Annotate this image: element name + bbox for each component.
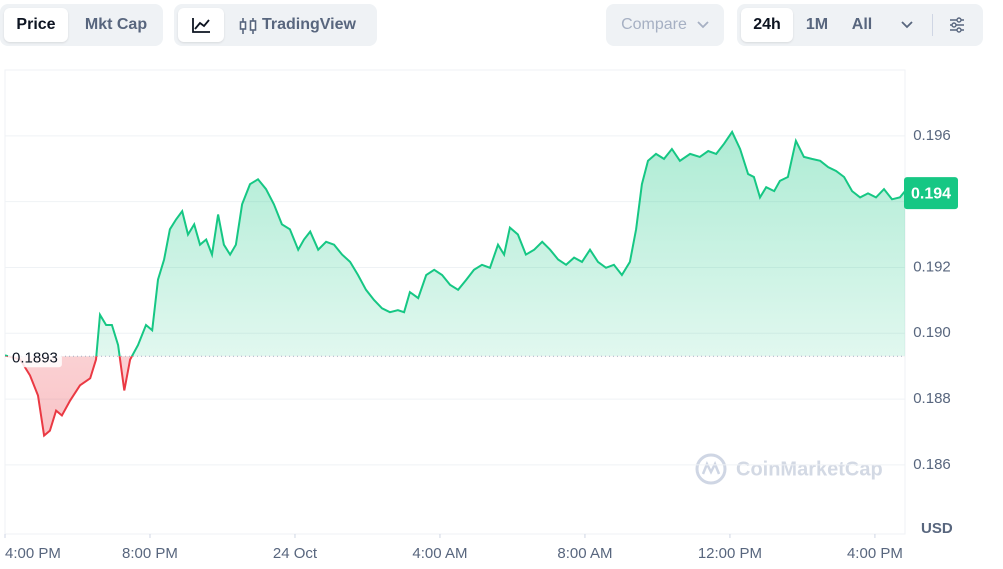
area-up (5, 131, 905, 357)
x-tick-label: 12:00 PM (698, 545, 762, 562)
line-icon (192, 18, 210, 33)
y-tick-label: 0.196 (913, 127, 951, 144)
x-tick-label: 4:00 PM (847, 545, 903, 562)
tab-tradingview[interactable]: TradingView (262, 16, 356, 33)
x-tick-label: 24 Oct (273, 545, 318, 562)
range-tabs: 24h 1M All (737, 4, 983, 46)
baseline-label-bg (8, 347, 62, 368)
compare[interactable]: Compare (606, 4, 724, 46)
range-chevron[interactable] (900, 18, 914, 32)
settings-icon[interactable] (948, 16, 966, 34)
y-tick-label: 0.190 (913, 324, 951, 341)
view-tabs: Price Mkt Cap (0, 4, 163, 46)
current-price-badge (904, 177, 958, 210)
y-tick-label: 0.192 (913, 258, 951, 275)
range-24h[interactable]: 24h (741, 8, 793, 42)
x-tick-label: 4:00 PM (5, 545, 61, 562)
watermark-text: CoinMarketCap (736, 458, 883, 480)
line-chart-tab[interactable] (178, 8, 224, 42)
x-tick-label: 8:00 PM (122, 545, 178, 562)
chart-tabs: TradingView (174, 4, 377, 46)
divider (932, 14, 933, 36)
tab-price[interactable]: Price (4, 8, 68, 42)
x-tick-label: 8:00 AM (557, 545, 612, 562)
compare-label: Compare (621, 16, 687, 33)
baseline-label: 0.1893 (12, 349, 58, 366)
range-1m[interactable]: 1M (805, 16, 829, 33)
tab-mkt-cap[interactable]: Mkt Cap (84, 16, 148, 33)
y-tick-label: 0.188 (913, 390, 951, 407)
chevron (697, 21, 709, 29)
y-unit: USD (921, 520, 953, 537)
candle-icon (239, 18, 257, 34)
current-price-label: 0.194 (911, 185, 951, 202)
x-tick-label: 4:00 AM (412, 545, 467, 562)
y-tick-label: 0.186 (913, 456, 951, 473)
range-all[interactable]: All (851, 16, 873, 33)
watermark: CoinMarketCap (695, 453, 883, 485)
price-line-up (5, 129, 905, 357)
